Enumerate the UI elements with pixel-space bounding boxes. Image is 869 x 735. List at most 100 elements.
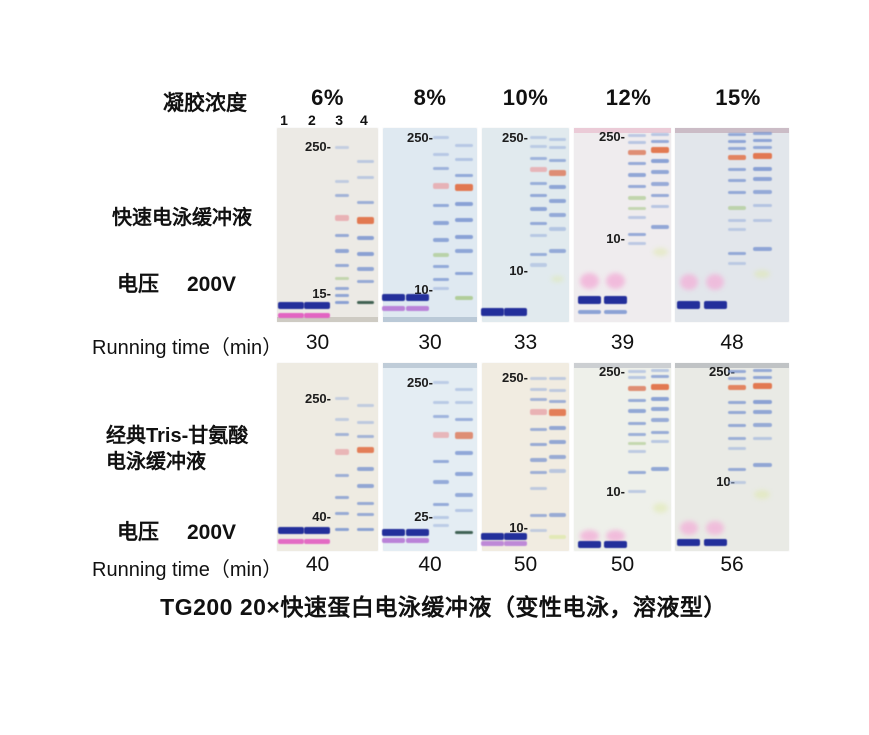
running-time-value: 40	[305, 553, 330, 576]
protein-band	[728, 206, 746, 210]
lane-number-label: 2	[307, 112, 316, 128]
protein-band	[549, 138, 566, 141]
gel-image: 250- 15-	[277, 128, 378, 322]
protein-band	[335, 528, 349, 531]
protein-band	[728, 228, 746, 231]
gel-top-edge	[675, 363, 789, 368]
protein-band	[530, 145, 547, 148]
protein-band	[357, 176, 374, 179]
sample-blob	[680, 521, 698, 535]
protein-band	[433, 524, 449, 527]
protein-band	[728, 468, 746, 471]
protein-band	[335, 433, 349, 436]
protein-band	[433, 183, 449, 189]
sample-blob	[754, 270, 770, 278]
protein-band	[651, 418, 669, 422]
protein-band	[335, 512, 349, 515]
protein-band	[728, 401, 746, 404]
gel-image: 250- 40-	[277, 363, 378, 551]
protein-band	[433, 136, 449, 139]
protein-band	[357, 236, 374, 240]
protein-band	[530, 182, 547, 185]
protein-band	[335, 287, 349, 290]
protein-band	[728, 133, 746, 136]
protein-band	[357, 217, 374, 224]
protein-band	[504, 308, 527, 316]
protein-band	[455, 202, 473, 206]
protein-band	[382, 306, 405, 311]
protein-band	[530, 428, 547, 431]
protein-band	[357, 201, 374, 204]
protein-band	[455, 184, 473, 191]
protein-band	[530, 471, 547, 474]
sample-blob	[653, 248, 668, 256]
gel-image: 250- 25-	[382, 363, 477, 551]
molecular-weight-marker-label: 15-	[312, 286, 331, 301]
protein-band	[335, 146, 349, 149]
protein-band	[628, 442, 646, 445]
protein-band	[357, 421, 374, 424]
protein-band	[651, 467, 669, 471]
protein-band	[530, 487, 547, 490]
protein-band	[335, 180, 349, 183]
protein-band	[406, 529, 429, 536]
protein-band	[481, 308, 504, 316]
protein-band	[753, 204, 772, 207]
sample-blob	[706, 521, 724, 535]
protein-band	[455, 296, 473, 300]
buffer-label: 经典Tris-甘氨酸 电泳缓冲液	[106, 425, 249, 473]
molecular-weight-marker-label: 40-	[312, 509, 331, 524]
protein-band	[628, 162, 646, 165]
running-time-value: 33	[513, 331, 538, 354]
protein-band	[335, 215, 349, 221]
molecular-weight-marker-label: 250-	[406, 375, 433, 390]
protein-band	[728, 252, 746, 255]
protein-band	[549, 199, 566, 203]
protein-band	[335, 277, 349, 280]
protein-band	[728, 179, 746, 182]
protein-band	[628, 422, 646, 425]
running-time-value: 30	[418, 331, 442, 354]
protein-band	[530, 136, 547, 139]
protein-band	[481, 533, 504, 540]
protein-band	[455, 418, 473, 421]
protein-band	[357, 280, 374, 283]
protein-band	[578, 310, 601, 314]
protein-band	[278, 313, 304, 318]
protein-band	[651, 194, 669, 197]
protein-band	[753, 376, 772, 379]
protein-band	[433, 253, 449, 257]
figure-caption: TG200 20×快速蛋白电泳缓冲液（变性电泳，溶液型）	[160, 594, 727, 620]
protein-band	[753, 423, 772, 427]
gel-image: 250- 10-	[574, 363, 671, 551]
protein-band	[549, 185, 566, 189]
protein-band	[433, 415, 449, 418]
protein-band	[455, 249, 473, 253]
protein-band	[549, 426, 566, 430]
protein-band	[335, 449, 349, 455]
protein-band	[728, 262, 746, 265]
sample-blob	[551, 276, 564, 282]
running-time-value: 30	[305, 331, 330, 354]
protein-band	[335, 249, 349, 253]
protein-band	[628, 216, 646, 219]
sample-blob	[580, 530, 599, 542]
protein-band	[357, 252, 374, 256]
gel-image: 250- 10-	[382, 128, 477, 322]
protein-band	[481, 541, 504, 546]
protein-band	[357, 160, 374, 163]
gel-image: 250- 10-	[574, 128, 671, 322]
protein-band	[304, 313, 330, 318]
protein-band	[357, 467, 374, 471]
protein-band	[455, 432, 473, 439]
protein-band	[530, 388, 547, 391]
protein-band	[753, 369, 772, 372]
protein-band	[728, 424, 746, 427]
protein-band	[382, 529, 405, 536]
protein-band	[651, 397, 669, 401]
gel-image: 250- 10-	[675, 363, 789, 551]
protein-band	[728, 155, 746, 160]
protein-band	[728, 219, 746, 222]
protein-band	[651, 431, 669, 434]
protein-band	[704, 539, 727, 546]
